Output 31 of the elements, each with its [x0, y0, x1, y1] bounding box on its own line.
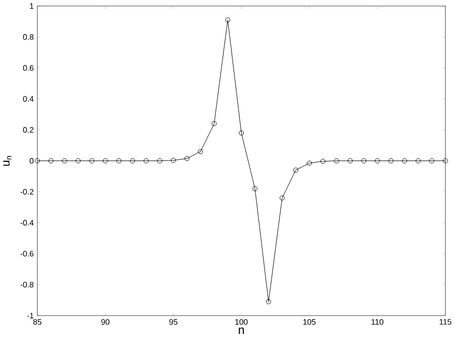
point	[361, 158, 366, 164]
point	[320, 158, 326, 164]
point	[89, 158, 94, 164]
point	[374, 158, 380, 164]
point	[293, 167, 298, 172]
point	[225, 17, 230, 22]
point	[76, 158, 81, 164]
point	[429, 158, 434, 164]
point	[102, 158, 108, 164]
point	[170, 158, 176, 163]
point	[157, 158, 162, 164]
x-axis-title: n	[238, 327, 244, 334]
point	[212, 121, 217, 126]
point	[334, 158, 340, 164]
point	[348, 158, 353, 164]
point	[144, 158, 149, 164]
point	[48, 158, 54, 164]
point	[306, 160, 312, 166]
point	[62, 158, 68, 164]
point	[388, 158, 394, 164]
point	[416, 158, 421, 164]
point	[238, 130, 244, 136]
point	[116, 158, 122, 164]
point	[130, 158, 136, 164]
point	[266, 299, 272, 304]
point	[184, 156, 190, 161]
point	[402, 158, 408, 164]
point	[198, 148, 204, 154]
point	[252, 186, 258, 192]
y-axis-title: u$_{n}$	[3, 156, 12, 166]
point	[280, 195, 285, 200]
